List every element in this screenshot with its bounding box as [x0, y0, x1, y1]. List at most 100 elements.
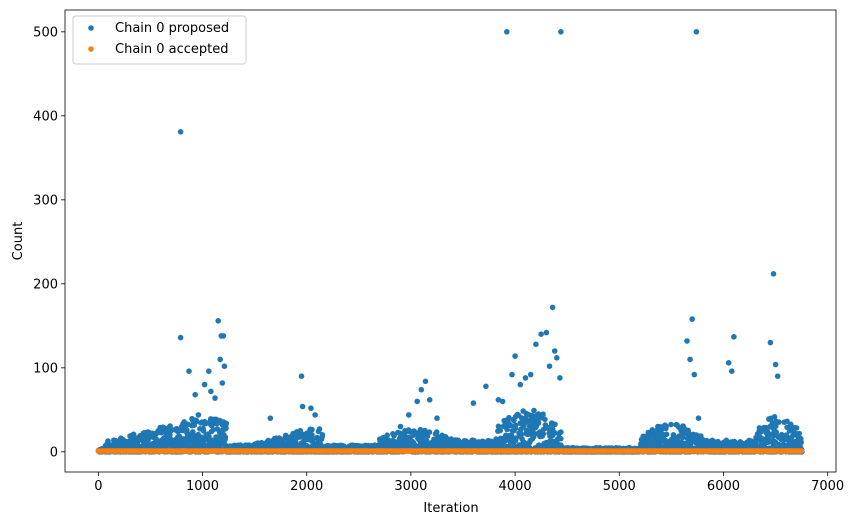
proposed-point [206, 368, 212, 375]
proposed-point [418, 386, 425, 393]
proposed-point [530, 430, 537, 436]
proposed-point [434, 415, 440, 422]
plot-frame [64, 9, 837, 473]
proposed-point [219, 380, 226, 386]
proposed-point [538, 331, 544, 338]
proposed-point [433, 429, 440, 435]
proposed-point [391, 432, 397, 439]
proposed-point [522, 375, 529, 381]
proposed-point [506, 414, 512, 421]
proposed-point [687, 356, 693, 363]
proposed-point [223, 425, 229, 432]
proposed-point [551, 348, 558, 354]
proposed-point [470, 400, 477, 406]
proposed-point [504, 426, 510, 433]
proposed-point [551, 429, 558, 436]
proposed-point [776, 419, 782, 425]
legend-label-accepted: Chain 0 accepted [115, 42, 229, 57]
plot-area [95, 29, 805, 455]
proposed-point [512, 353, 518, 359]
accepted-point [798, 448, 805, 454]
proposed-point [558, 29, 564, 35]
proposed-point [546, 363, 553, 370]
proposed-point [527, 371, 534, 378]
proposed-point [208, 388, 214, 395]
y-tick-label: 100 [33, 361, 58, 376]
proposed-point [663, 423, 669, 430]
legend-marker-proposed [88, 25, 94, 31]
proposed-point [504, 29, 510, 35]
proposed-point [195, 412, 202, 418]
proposed-point [774, 373, 781, 380]
x-tick-label: 6000 [707, 479, 740, 494]
proposed-point [725, 360, 732, 366]
legend: Chain 0 proposed Chain 0 accepted [72, 15, 247, 65]
legend-label-proposed: Chain 0 proposed [115, 21, 229, 36]
proposed-point [319, 433, 326, 440]
proposed-point [535, 420, 542, 426]
proposed-point [558, 429, 564, 435]
proposed-point [215, 318, 221, 324]
proposed-point [796, 430, 802, 437]
proposed-point [509, 371, 515, 378]
proposed-point [497, 427, 504, 434]
y-axis: 0 100 200 300 400 500 [33, 25, 65, 460]
proposed-point [177, 334, 184, 341]
proposed-point [540, 411, 546, 418]
x-tick-label: 4000 [499, 479, 532, 494]
proposed-point [689, 316, 695, 322]
proposed-point [206, 433, 212, 440]
proposed-point [397, 423, 404, 430]
proposed-point [201, 381, 208, 388]
proposed-point [767, 339, 774, 346]
proposed-point [309, 426, 315, 433]
proposed-point [308, 405, 314, 412]
y-tick-label: 500 [33, 25, 58, 40]
proposed-point [533, 341, 539, 348]
proposed-point [402, 430, 408, 436]
proposed-point [663, 431, 670, 438]
proposed-point [422, 378, 429, 385]
proposed-point [684, 338, 690, 344]
x-tick-label: 1000 [186, 479, 219, 494]
proposed-point [105, 438, 111, 444]
y-axis-label: Count [11, 222, 26, 261]
proposed-point [531, 407, 537, 414]
proposed-point [552, 421, 558, 428]
proposed-point [223, 420, 230, 427]
proposed-point [222, 434, 229, 441]
x-tick-label: 3000 [394, 479, 427, 494]
proposed-point [530, 434, 537, 440]
proposed-point [298, 373, 305, 380]
proposed-point [192, 391, 198, 398]
proposed-point [299, 403, 306, 410]
proposed-point [177, 129, 184, 135]
proposed-point [220, 333, 227, 339]
proposed-point [558, 435, 564, 442]
proposed-point [731, 334, 737, 340]
y-tick-label: 200 [33, 277, 58, 292]
proposed-point [668, 421, 674, 428]
proposed-point [508, 422, 514, 429]
proposed-point [691, 371, 698, 378]
proposed-point [184, 427, 190, 433]
proposed-point [499, 398, 506, 405]
proposed-point [406, 412, 412, 418]
proposed-point [493, 436, 499, 442]
proposed-point [772, 361, 779, 368]
proposed-point [202, 420, 209, 427]
proposed-point [212, 395, 218, 401]
proposed-point [316, 426, 323, 432]
y-tick-label: 0 [50, 445, 58, 460]
x-tick-label: 5000 [603, 479, 636, 494]
x-axis: 0 1000 2000 3000 4000 5000 6000 7000 [94, 472, 844, 494]
legend-marker-accepted [88, 46, 94, 52]
proposed-point [426, 429, 433, 436]
proposed-point [793, 425, 800, 431]
proposed-point [312, 412, 318, 418]
proposed-point [798, 439, 804, 446]
x-tick-label: 7000 [811, 479, 844, 494]
proposed-point [518, 431, 525, 437]
proposed-point [483, 383, 489, 390]
x-tick-label: 0 [94, 479, 102, 494]
